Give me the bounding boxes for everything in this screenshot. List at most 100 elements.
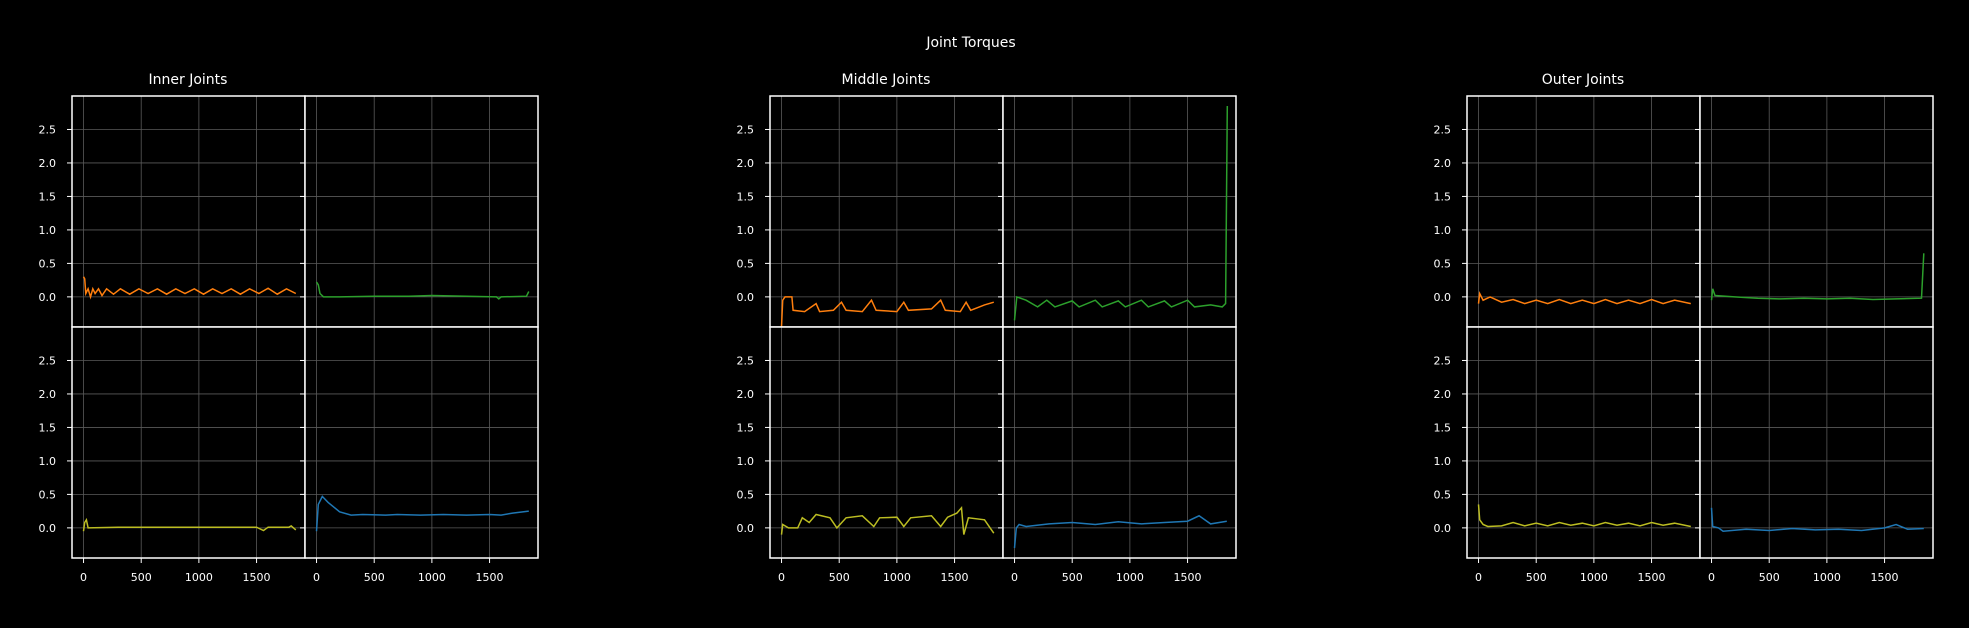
y-tick-label: 0.5 — [1434, 488, 1452, 501]
x-tick-label: 1500 — [1174, 571, 1202, 584]
y-tick-label: 0.5 — [737, 488, 755, 501]
panel-3-2 — [1695, 95, 1934, 328]
panel-background — [1467, 327, 1700, 558]
y-tick-label: 1.0 — [737, 455, 755, 468]
y-tick-label: 2.0 — [1434, 157, 1452, 170]
x-tick-label: 0 — [1011, 571, 1018, 584]
series-line — [780, 296, 995, 328]
y-tick-label: 1.0 — [1434, 455, 1452, 468]
x-tick-label: 500 — [829, 571, 850, 584]
y-tick-label: 2.5 — [737, 354, 755, 367]
y-tick-label: 1.5 — [39, 190, 57, 203]
series-line — [315, 281, 530, 300]
y-tick-label: 2.5 — [1434, 123, 1452, 136]
chart-group-3: Outer Joints 0.0 0.5 1.0 1.5 2.0 2.5 0.0 0.5 1.0 1… — [1434, 72, 1934, 584]
series-line — [780, 505, 995, 535]
x-tick-label: 0 — [1475, 571, 1482, 584]
x-tick-label: 1500 — [476, 571, 504, 584]
panel-frame — [1002, 326, 1237, 559]
panel-background — [770, 327, 1003, 558]
y-tick-label: 0.0 — [1434, 291, 1452, 304]
x-tick-label: 1000 — [883, 571, 911, 584]
series-line — [1477, 290, 1691, 305]
panel-background — [305, 327, 538, 558]
x-tick-label: 1000 — [1116, 571, 1144, 584]
y-tick-label: 0.0 — [737, 291, 755, 304]
x-tick-label: 1000 — [185, 571, 213, 584]
panel-3-4: 0 500 1000 1500 — [1695, 326, 1934, 584]
series-line — [82, 517, 297, 532]
panel-background — [1467, 96, 1700, 327]
figure-title: Joint Torques — [925, 35, 1015, 51]
x-tick-label: 1500 — [1871, 571, 1899, 584]
x-tick-label: 1000 — [1813, 571, 1841, 584]
panel-1-3: 0.0 0.5 1.0 1.5 2.0 2.5 0 500 1000 1500 — [39, 326, 306, 584]
y-tick-label: 0.5 — [39, 488, 57, 501]
chart-title: Inner Joints — [149, 72, 228, 88]
y-tick-label: 2.0 — [1434, 388, 1452, 401]
y-tick-label: 2.0 — [737, 157, 755, 170]
series-line — [315, 495, 529, 532]
panel-background — [72, 327, 305, 558]
chart-group-1: Inner Joints 0.0 0.5 1.0 1.5 2.0 2.5 0.0 0.5 1.0 1… — [39, 72, 539, 584]
panel-1-4: 0 500 1000 1500 — [300, 326, 539, 584]
y-tick-label: 1.5 — [1434, 190, 1452, 203]
y-tick-label: 1.0 — [1434, 224, 1452, 237]
x-tick-label: 0 — [778, 571, 785, 584]
y-tick-label: 1.5 — [737, 421, 755, 434]
panel-2-4: 0 500 1000 1500 — [998, 326, 1237, 584]
panel-3-3: 0.0 0.5 1.0 1.5 2.0 2.5 0 500 1000 1500 — [1434, 326, 1701, 584]
y-tick-label: 2.5 — [737, 123, 755, 136]
y-tick-label: 0.0 — [737, 522, 755, 535]
y-tick-label: 0.0 — [39, 522, 57, 535]
y-tick-label: 0.5 — [1434, 257, 1452, 270]
y-tick-label: 0.0 — [1434, 522, 1452, 535]
panel-1-1: 0.0 0.5 1.0 1.5 2.0 2.5 — [39, 95, 306, 328]
panel-3-1: 0.0 0.5 1.0 1.5 2.0 2.5 — [1434, 95, 1701, 328]
panel-2-2 — [998, 95, 1237, 328]
series-line — [1013, 105, 1229, 321]
x-tick-label: 500 — [364, 571, 385, 584]
x-tick-label: 500 — [1759, 571, 1780, 584]
y-tick-label: 2.5 — [1434, 354, 1452, 367]
x-tick-label: 1500 — [941, 571, 969, 584]
y-tick-label: 1.0 — [737, 224, 755, 237]
y-tick-label: 0.0 — [39, 291, 57, 304]
y-tick-label: 0.5 — [737, 257, 755, 270]
panel-frame — [304, 326, 539, 559]
series-line — [1710, 253, 1925, 301]
x-tick-label: 0 — [80, 571, 87, 584]
panel-2-3: 0.0 0.5 1.0 1.5 2.0 2.5 0 500 1000 1500 — [737, 326, 1004, 584]
x-tick-label: 500 — [1062, 571, 1083, 584]
series-line — [1013, 514, 1227, 549]
y-tick-label: 2.0 — [39, 388, 57, 401]
x-tick-label: 500 — [131, 571, 152, 584]
y-tick-label: 2.0 — [39, 157, 57, 170]
panel-background — [1003, 96, 1236, 327]
y-tick-label: 2.0 — [737, 388, 755, 401]
y-tick-label: 0.5 — [39, 257, 57, 270]
series-line — [82, 276, 297, 300]
x-tick-label: 0 — [1708, 571, 1715, 584]
y-tick-label: 1.5 — [39, 421, 57, 434]
y-tick-label: 1.5 — [737, 190, 755, 203]
y-tick-label: 1.5 — [1434, 421, 1452, 434]
series-line — [1710, 507, 1924, 532]
panel-1-2 — [300, 95, 539, 328]
panel-2-1: 0.0 0.5 1.0 1.5 2.0 2.5 — [737, 95, 1004, 328]
x-tick-label: 500 — [1526, 571, 1547, 584]
chart-group-2: Middle Joints 0.0 0.5 1.0 1.5 2.0 2.5 0.0 0.5 1.0… — [737, 72, 1237, 584]
x-tick-label: 1000 — [418, 571, 446, 584]
x-tick-label: 0 — [313, 571, 320, 584]
panel-background — [1700, 327, 1933, 558]
series-line — [1477, 504, 1691, 528]
y-tick-label: 2.5 — [39, 354, 57, 367]
panel-background — [1003, 327, 1236, 558]
chart-title: Outer Joints — [1542, 72, 1624, 88]
x-tick-label: 1000 — [1580, 571, 1608, 584]
panel-background — [1700, 96, 1933, 327]
panel-background — [770, 96, 1003, 327]
y-tick-label: 1.0 — [39, 455, 57, 468]
